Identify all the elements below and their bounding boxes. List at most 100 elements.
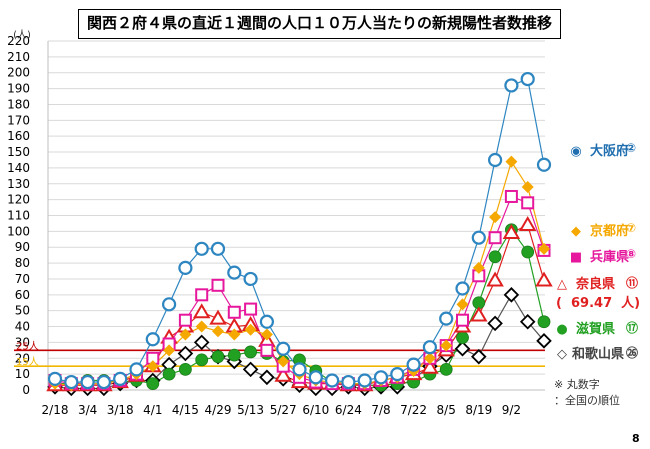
data-point bbox=[341, 374, 356, 390]
legend-marker-triangle-icon: △ bbox=[557, 277, 567, 292]
data-point bbox=[423, 352, 436, 365]
data-point bbox=[456, 313, 469, 327]
y-tick-label: 40 bbox=[15, 320, 30, 334]
y-tick-label: 10 bbox=[15, 367, 30, 381]
data-point bbox=[488, 152, 503, 168]
data-point bbox=[80, 374, 95, 390]
reference-line-label: 25人 bbox=[16, 340, 39, 352]
legend-rank: ⑦ bbox=[626, 221, 637, 235]
legend-label: 滋賀県 bbox=[576, 322, 616, 337]
data-point bbox=[503, 287, 520, 303]
data-point bbox=[260, 343, 274, 357]
data-point bbox=[406, 357, 421, 372]
y-tick-label: 70 bbox=[15, 272, 30, 286]
data-point bbox=[439, 311, 454, 326]
data-point bbox=[536, 333, 552, 349]
data-point bbox=[521, 245, 535, 259]
data-point bbox=[260, 328, 273, 341]
legend-marker-hollow-diamond-icon: ◇ bbox=[557, 347, 567, 362]
legend-item-shiga: ● 滋賀県 bbox=[554, 318, 615, 337]
data-point bbox=[227, 265, 242, 280]
data-point bbox=[259, 369, 275, 386]
data-point bbox=[227, 348, 241, 362]
data-point bbox=[64, 374, 79, 390]
x-tick-label: 8/19 bbox=[465, 403, 492, 417]
data-point bbox=[177, 345, 194, 362]
data-point bbox=[259, 314, 274, 329]
data-point bbox=[470, 306, 488, 322]
nara-value-annotation: ( 69.47 人) bbox=[556, 296, 641, 311]
data-point bbox=[537, 315, 551, 329]
y-tick-label: 210 bbox=[7, 50, 30, 64]
y-tick-label: 160 bbox=[7, 129, 30, 143]
y-tick-label: 220 bbox=[7, 34, 30, 48]
y-tick-label: 80 bbox=[15, 256, 30, 270]
footnote-line-2: ：全国の順位 bbox=[554, 394, 620, 407]
y-tick-label: 120 bbox=[7, 193, 30, 207]
x-tick-label: 4/15 bbox=[172, 403, 199, 417]
y-tick-label: 200 bbox=[7, 66, 30, 80]
legend-rank: ⑪ bbox=[626, 276, 639, 290]
data-point bbox=[292, 362, 307, 377]
y-tick-label: 50 bbox=[15, 304, 30, 318]
data-point bbox=[535, 271, 553, 287]
x-tick-label: 7/22 bbox=[400, 403, 427, 417]
data-point bbox=[163, 344, 176, 357]
data-point bbox=[212, 325, 224, 338]
legend-marker-square-icon: ■ bbox=[569, 250, 583, 265]
data-point bbox=[502, 223, 521, 239]
data-point bbox=[211, 350, 225, 364]
data-point bbox=[488, 231, 502, 245]
legend-item-wakayama: ◇ 和歌山県 bbox=[554, 343, 624, 362]
data-point bbox=[146, 360, 159, 373]
data-point bbox=[519, 314, 536, 330]
data-point bbox=[422, 340, 437, 355]
legend-rank: ⑧ bbox=[626, 247, 637, 261]
data-point bbox=[244, 302, 258, 316]
data-point bbox=[471, 348, 487, 365]
data-point bbox=[488, 250, 502, 264]
data-point bbox=[486, 271, 504, 287]
data-point bbox=[178, 313, 192, 327]
data-point bbox=[277, 355, 290, 368]
data-point bbox=[227, 305, 241, 319]
data-point bbox=[455, 281, 470, 296]
y-tick-label: 130 bbox=[7, 177, 30, 191]
y-tick-label: 150 bbox=[7, 145, 30, 159]
legend-item-osaka: ◉ 大阪府 bbox=[568, 140, 629, 159]
data-point bbox=[454, 340, 471, 357]
y-tick-label: 170 bbox=[7, 113, 30, 127]
data-point bbox=[244, 345, 258, 359]
data-point bbox=[518, 216, 537, 232]
data-point bbox=[521, 180, 534, 193]
data-point bbox=[192, 303, 211, 319]
data-point bbox=[357, 373, 372, 388]
data-point bbox=[195, 288, 209, 302]
data-point bbox=[113, 371, 128, 386]
data-point bbox=[178, 362, 192, 376]
x-tick-label: 3/18 bbox=[107, 403, 134, 417]
data-point bbox=[456, 298, 469, 311]
legend-label: 京都府 bbox=[590, 224, 630, 239]
y-tick-label: 100 bbox=[7, 224, 30, 238]
data-point bbox=[178, 260, 193, 275]
data-point bbox=[538, 242, 550, 255]
data-point bbox=[471, 230, 486, 245]
legend-label: 和歌山県 bbox=[572, 347, 625, 362]
data-point bbox=[162, 367, 176, 381]
chart-title: 関西２府４県の直近１週間の人口１０万人当たりの新規陽性者数推移 bbox=[78, 9, 561, 39]
data-point bbox=[325, 373, 340, 388]
data-point bbox=[242, 361, 259, 378]
data-point bbox=[193, 334, 210, 351]
data-point bbox=[129, 362, 144, 377]
data-point bbox=[146, 377, 160, 391]
legend-marker-dot-icon: ● bbox=[556, 322, 568, 337]
data-point bbox=[274, 366, 292, 382]
legend-label: 奈良県 bbox=[576, 277, 616, 292]
y-tick-label: 0 bbox=[22, 383, 30, 397]
data-point bbox=[162, 297, 177, 312]
legend-label: 大阪府 bbox=[590, 144, 630, 159]
x-tick-label: 4/1 bbox=[143, 403, 162, 417]
